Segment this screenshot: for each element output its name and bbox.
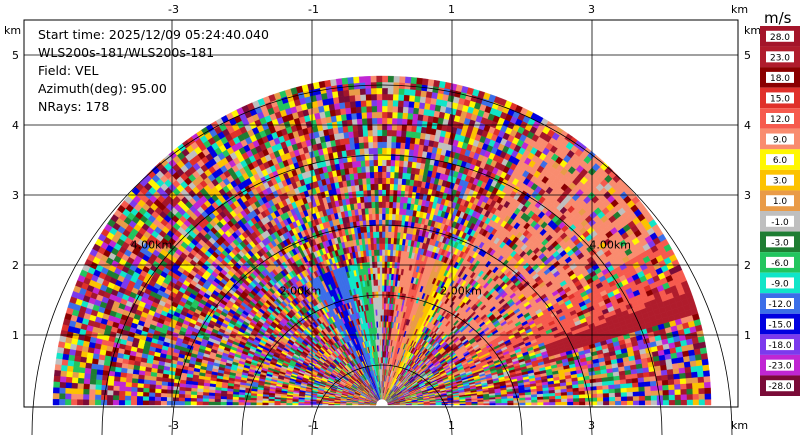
- colorbar-label: -3.0: [771, 238, 789, 248]
- colorbar: 28.0 23.0 18.0 15.0 12.0 9.0 6.0 3.0 1.0 -1.0 -3.0…: [758, 26, 800, 406]
- colorbar-label: -15.0: [768, 321, 792, 331]
- start-time-text: Start time: 2025/12/09 05:24:40.040: [38, 26, 269, 44]
- field-text: Field: VEL: [38, 62, 269, 80]
- ring-label: 4.00km: [131, 238, 173, 251]
- colorbar-unit: m/s: [764, 9, 791, 27]
- x-tick-label-bottom: -3: [168, 419, 179, 432]
- colorbar-label: -6.0: [771, 259, 789, 269]
- y-tick-label-left: 2: [12, 259, 19, 272]
- x-tick-label-bottom: 1: [448, 419, 455, 432]
- y-tick-label-left: 3: [12, 189, 19, 202]
- y-tick-label-right: 2: [744, 259, 751, 272]
- colorbar-label: 3.0: [773, 177, 788, 187]
- site-text: WLS200s-181/WLS200s-181: [38, 44, 269, 62]
- colorbar-label: -28.0: [768, 382, 792, 392]
- azimuth-text: Azimuth(deg): 95.00: [38, 80, 269, 98]
- axis-unit-label: km: [731, 3, 748, 16]
- axis-unit-label: km: [4, 24, 21, 37]
- nrays-text: NRays: 178: [38, 98, 269, 116]
- x-tick-label-bottom: 3: [588, 419, 595, 432]
- colorbar-label: -9.0: [771, 279, 789, 289]
- colorbar-label: 9.0: [773, 136, 788, 146]
- colorbar-label: -12.0: [768, 300, 792, 310]
- colorbar-label: 1.0: [773, 197, 788, 207]
- colorbar-label: -18.0: [768, 341, 792, 351]
- y-tick-label-left: 1: [12, 329, 19, 342]
- colorbar-label: 28.0: [770, 33, 790, 43]
- colorbar-label: 23.0: [770, 53, 790, 63]
- x-tick-label-top: -3: [168, 3, 179, 16]
- colorbar-label: 12.0: [770, 115, 790, 125]
- colorbar-label: 6.0: [773, 156, 788, 166]
- y-tick-label-left: 4: [12, 119, 19, 132]
- y-tick-label-right: 3: [744, 189, 751, 202]
- x-tick-label-top: 3: [588, 3, 595, 16]
- colorbar-label: -23.0: [768, 362, 792, 372]
- ring-label: 2.00km: [440, 284, 482, 297]
- y-tick-label-right: 4: [744, 119, 751, 132]
- y-tick-label-right: 5: [744, 49, 751, 62]
- colorbar-label: 15.0: [770, 94, 790, 104]
- y-tick-label-left: 5: [12, 49, 19, 62]
- x-tick-label-top: 1: [448, 3, 455, 16]
- axis-unit-label: km: [731, 419, 748, 432]
- ring-label: 4.00km: [589, 238, 631, 251]
- x-tick-label-bottom: -1: [308, 419, 319, 432]
- info-panel: Start time: 2025/12/09 05:24:40.040 WLS2…: [38, 26, 269, 116]
- colorbar-label: 18.0: [770, 74, 790, 84]
- ring-label: 2.00km: [280, 284, 322, 297]
- y-tick-label-right: 1: [744, 329, 751, 342]
- colorbar-label: -1.0: [771, 218, 789, 228]
- x-tick-label-top: -1: [308, 3, 319, 16]
